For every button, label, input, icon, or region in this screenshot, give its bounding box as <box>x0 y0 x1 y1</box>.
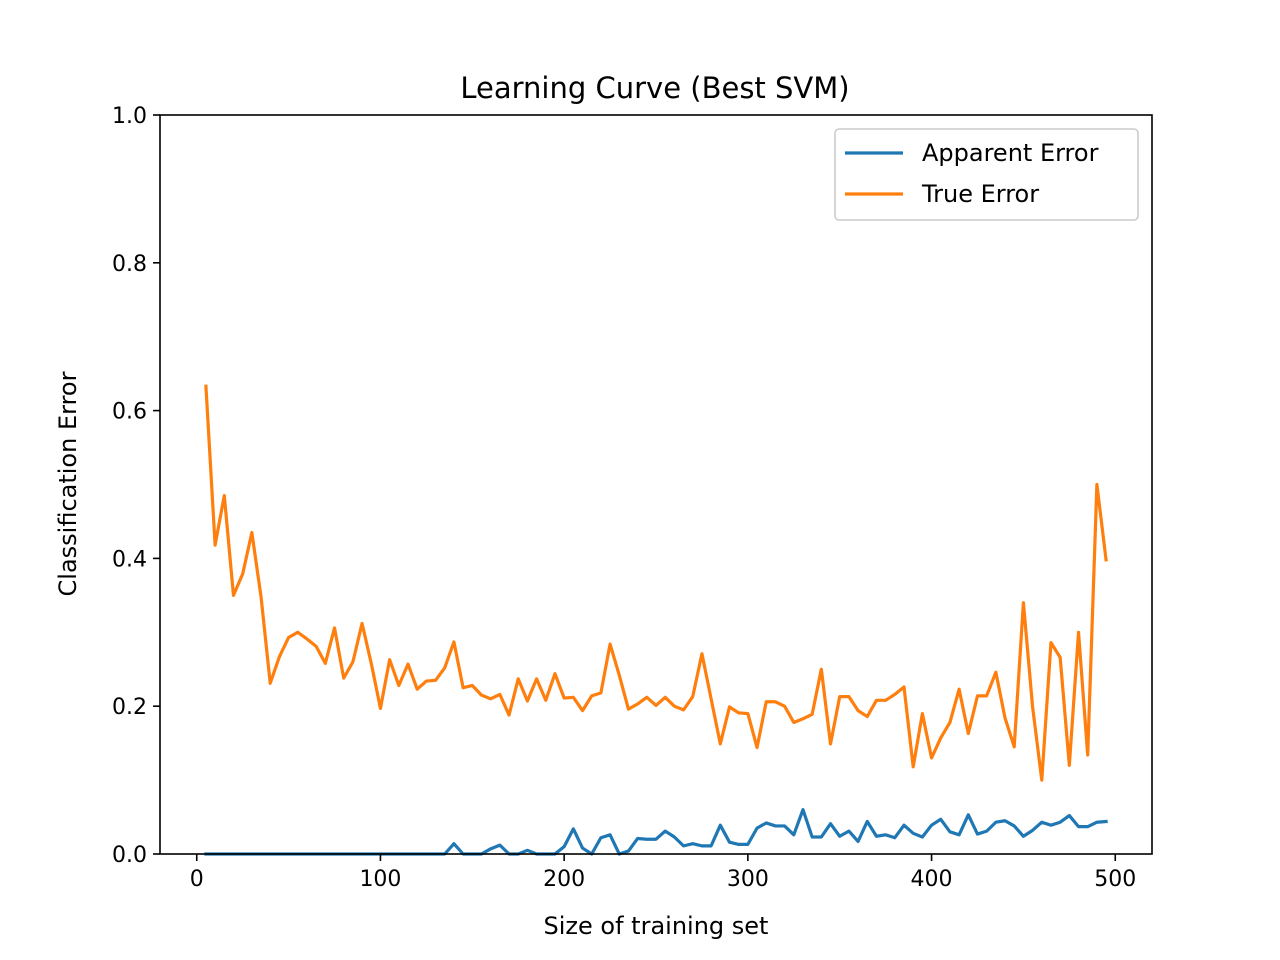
x-axis: 0 100 200 300 400 500 <box>190 854 1136 892</box>
y-axis: 0.0 0.2 0.4 0.6 0.8 1.0 <box>112 104 160 868</box>
x-axis-label: Size of training set <box>544 912 769 940</box>
y-tick-label: 0.0 <box>112 843 147 868</box>
y-tick-label: 0.8 <box>112 252 147 277</box>
x-tick-label: 0 <box>190 867 204 892</box>
y-tick-label: 1.0 <box>112 104 147 129</box>
x-tick-label: 400 <box>911 867 953 892</box>
legend-box <box>834 128 1139 221</box>
series-layer <box>204 384 1108 856</box>
plot-frame <box>159 114 1153 855</box>
series-line-1 <box>204 384 1108 782</box>
x-tick-label: 200 <box>543 867 585 892</box>
legend-label-0: Apparent Error <box>922 139 1099 167</box>
legend-label-1: True Error <box>921 180 1039 208</box>
x-tick-label: 300 <box>727 867 769 892</box>
y-axis-label: Classification Error <box>54 371 82 596</box>
legend: Apparent Error True Error <box>834 128 1139 221</box>
y-tick-label: 0.6 <box>112 400 147 425</box>
x-tick-label: 100 <box>359 867 401 892</box>
series-line-0 <box>204 808 1108 856</box>
y-tick-label: 0.2 <box>112 695 147 720</box>
y-tick-label: 0.4 <box>112 547 147 572</box>
x-tick-label: 500 <box>1094 867 1136 892</box>
chart-title: Learning Curve (Best SVM) <box>460 71 849 105</box>
